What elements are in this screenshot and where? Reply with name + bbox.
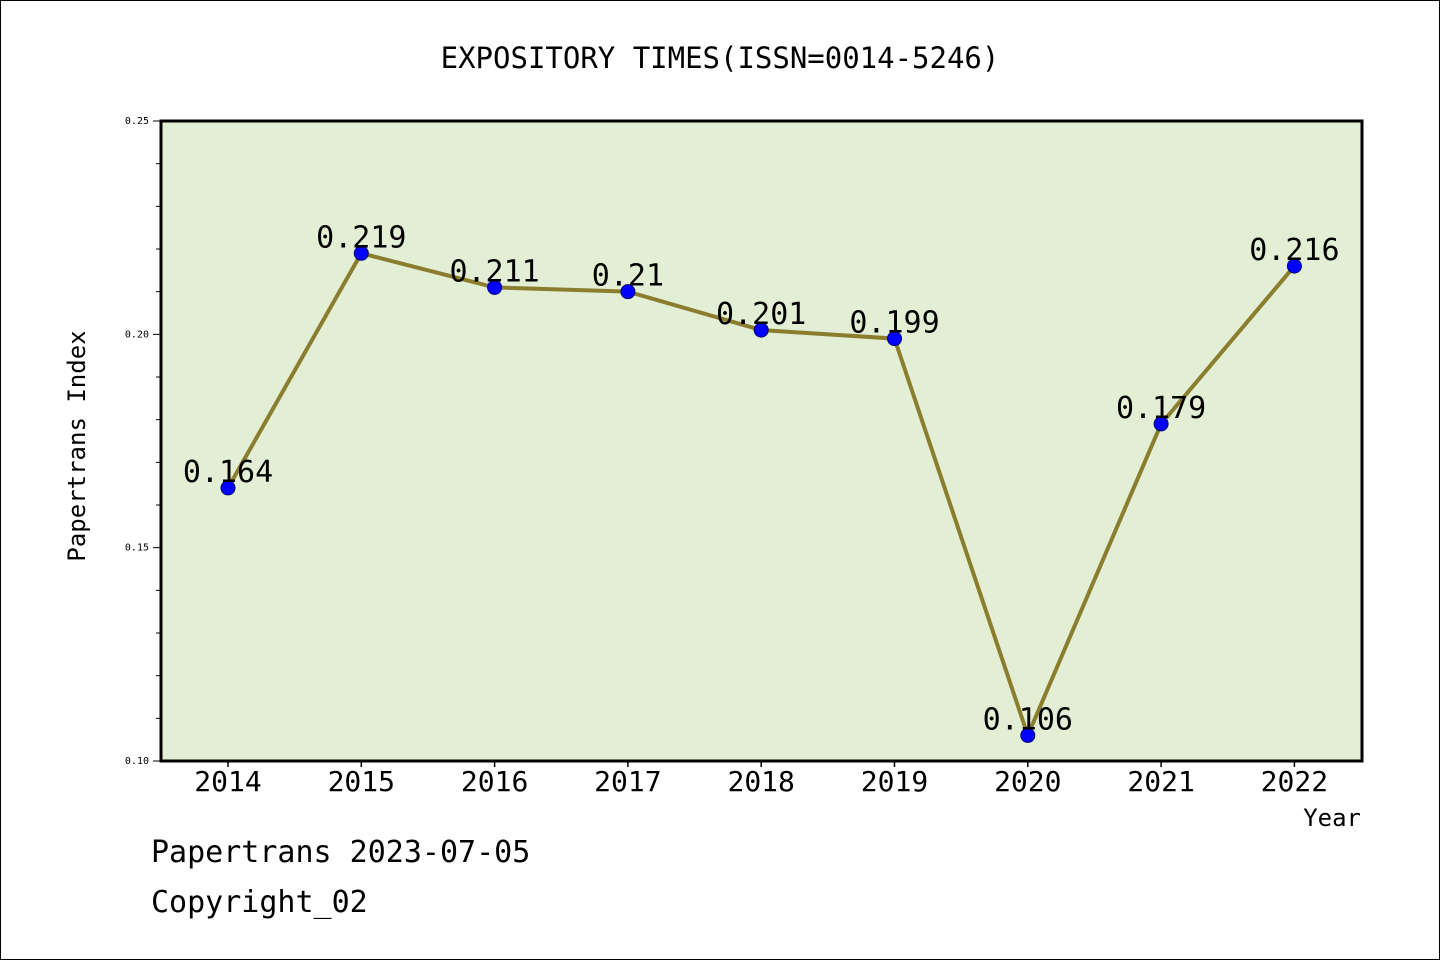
x-tick-label: 2014	[194, 765, 261, 798]
data-label: 0.201	[716, 297, 806, 332]
data-label: 0.164	[183, 455, 273, 490]
x-axis-label: Year	[1303, 804, 1361, 832]
y-tick-label: 0.20	[125, 329, 149, 340]
series-layer: 0.164 0.219 0.211 0.21 0.201 0.199 0.106 0.179 0…	[183, 220, 1340, 743]
y-tick-label: 0.15	[125, 543, 149, 554]
x-tick-label: 2018	[727, 765, 794, 798]
footer-copyright-text: Copyright_02	[151, 885, 368, 920]
data-label: 0.219	[316, 220, 406, 255]
x-tick-label: 2020	[994, 765, 1061, 798]
data-point	[1153, 416, 1169, 432]
plot-area	[159, 119, 1364, 763]
y-tick-label: 0.10	[125, 756, 149, 767]
data-label: 0.179	[1116, 391, 1206, 426]
data-label: 0.106	[983, 702, 1073, 737]
x-tick-label: 2017	[594, 765, 661, 798]
x-axis-ticks: 2014 2015 2016 2017 2018 2019 2020 2021 2022	[194, 761, 1328, 798]
data-label: 0.216	[1249, 233, 1339, 268]
data-point	[620, 284, 636, 300]
x-tick-label: 2016	[461, 765, 528, 798]
data-label: 0.211	[449, 254, 539, 289]
data-point	[753, 322, 769, 338]
x-tick-label: 2021	[1127, 765, 1194, 798]
y-axis-ticks: 0.10 0.15 0.20 0.25	[125, 116, 161, 767]
data-point	[1020, 727, 1036, 743]
data-label: 0.199	[849, 306, 939, 341]
y-tick-label: 0.25	[125, 116, 149, 127]
data-label: 0.21	[592, 259, 664, 294]
data-point	[1286, 258, 1302, 274]
data-point	[353, 245, 369, 261]
footer-date-text: Papertrans 2023-07-05	[151, 835, 531, 870]
chart-title: EXPOSITORY TIMES(ISSN=0014-5246)	[441, 41, 1000, 75]
x-tick-label: 2019	[861, 765, 928, 798]
data-point	[220, 480, 236, 496]
y-axis-label: Papertrans Index	[63, 330, 91, 561]
data-point	[887, 331, 902, 347]
data-point	[487, 279, 503, 295]
x-tick-label: 2015	[328, 765, 395, 798]
x-tick-label: 2022	[1261, 765, 1328, 798]
